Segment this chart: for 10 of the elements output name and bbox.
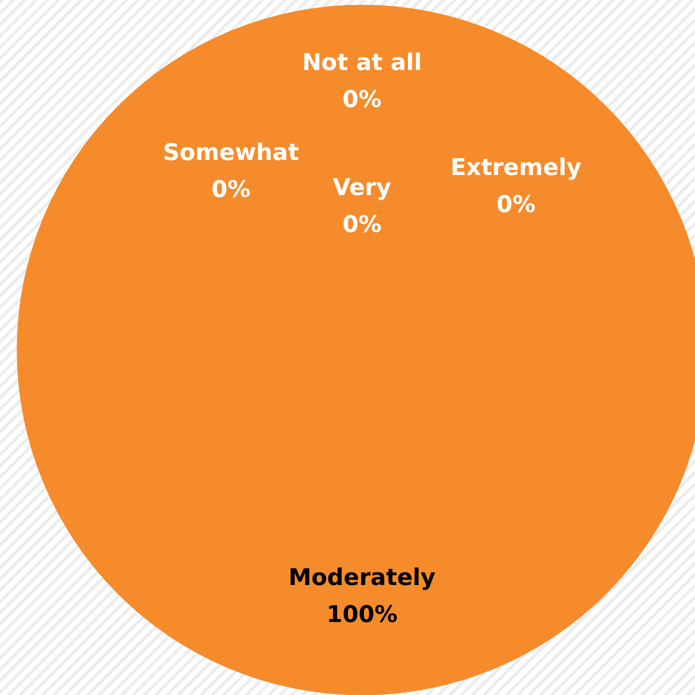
- category-label: Not at all: [302, 50, 422, 76]
- category-label: Extremely: [450, 155, 582, 181]
- text: 0%: [342, 87, 382, 113]
- data-label: 100%: [326, 602, 398, 628]
- slice-label: Moderately: [288, 565, 436, 591]
- text: 0%: [496, 192, 536, 218]
- text: 0%: [211, 177, 251, 203]
- category-label: Very: [332, 175, 392, 201]
- text: 0%: [342, 212, 382, 238]
- category-label: Somewhat: [162, 140, 300, 166]
